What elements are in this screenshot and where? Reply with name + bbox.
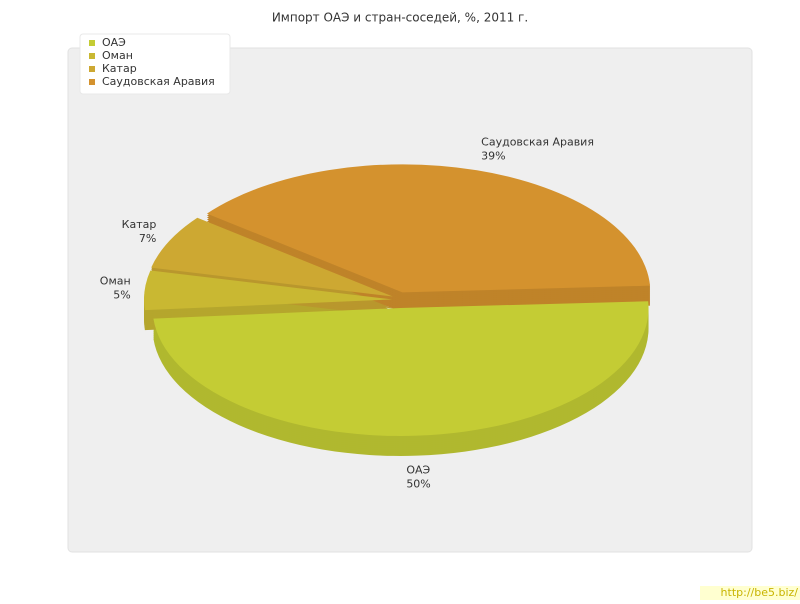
pie: [144, 164, 651, 456]
slice-value-label: 39%: [481, 149, 505, 162]
legend: [79, 33, 231, 95]
slice-value-label: 7%: [139, 232, 156, 245]
legend-label: Катар: [102, 62, 137, 75]
slice-value-label: 50%: [406, 478, 430, 491]
legend-label: Оман: [102, 49, 133, 62]
slice-label: Оман: [100, 275, 131, 288]
slice-value-label: 5%: [113, 289, 130, 302]
watermark: http://be5.biz/: [721, 586, 799, 599]
legend-label: Саудовская Аравия: [102, 75, 215, 88]
slice-label: Саудовская Аравия: [481, 135, 594, 148]
watermark-bg: [700, 586, 800, 600]
legend-label: ОАЭ: [102, 36, 126, 49]
legend-swatch: [89, 79, 95, 85]
legend-swatch: [89, 53, 95, 59]
slice: [153, 301, 649, 436]
slice-label: Катар: [122, 218, 157, 231]
slice: [144, 270, 393, 311]
legend-swatch: [89, 66, 95, 72]
legend-swatch: [89, 40, 95, 46]
slice-label: ОАЭ: [406, 464, 430, 477]
slice: [206, 164, 651, 293]
slice: [151, 217, 393, 297]
chart-title: Импорт ОАЭ и стран-соседей, %, 2011 г.: [272, 11, 528, 25]
